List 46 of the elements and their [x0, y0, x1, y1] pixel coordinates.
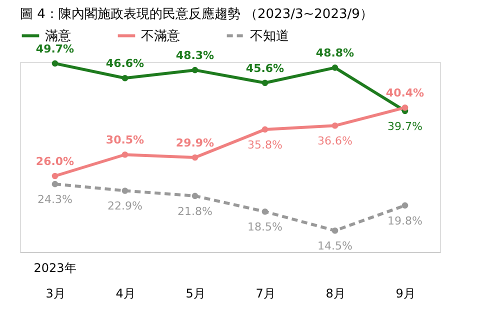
- point: [52, 172, 58, 180]
- text: 2023年: [34, 261, 76, 275]
- data-label: 21.8%: [178, 204, 212, 218]
- x-tick-label: 8月: [326, 286, 346, 300]
- point: [52, 60, 58, 67]
- point: [332, 122, 338, 129]
- point: [402, 104, 408, 111]
- legend-label: 不知道: [250, 28, 289, 44]
- point: [192, 154, 198, 161]
- data-label: 35.8%: [248, 138, 282, 152]
- point: [262, 208, 268, 215]
- point: [122, 188, 128, 194]
- data-label: 29.9%: [176, 136, 214, 150]
- data-label: 24.3%: [38, 193, 72, 206]
- point: [122, 151, 128, 158]
- point: [192, 66, 198, 74]
- data-label: 48.8%: [316, 46, 354, 60]
- x-tick-label: 7月: [256, 286, 276, 300]
- point: [192, 192, 198, 200]
- data-label: 30.5%: [106, 134, 144, 147]
- data-label: 46.6%: [106, 57, 144, 70]
- point: [122, 74, 128, 82]
- x-tick-label: 5月: [186, 286, 206, 300]
- data-label: 39.7%: [388, 120, 422, 133]
- point: [262, 80, 268, 86]
- data-label: 18.5%: [248, 220, 282, 234]
- point: [332, 64, 338, 71]
- data-label: 36.6%: [318, 134, 352, 148]
- x-tick-label: 9月: [396, 286, 416, 300]
- legend-label: 滿意: [45, 28, 71, 44]
- data-label: 22.9%: [108, 200, 142, 213]
- data-label: 19.8%: [388, 214, 422, 228]
- point: [332, 227, 338, 234]
- data-label: 49.7%: [36, 42, 74, 56]
- chart-title: 圖 4：陳內閣施政表現的民意反應趨勢 （2023/3~2023/9）: [20, 7, 373, 22]
- x-tick-label: 4月: [116, 286, 136, 300]
- point: [402, 202, 408, 209]
- point: [262, 126, 268, 133]
- data-label: 48.3%: [176, 49, 214, 62]
- data-label: 40.4%: [386, 86, 424, 100]
- data-label: 26.0%: [36, 155, 74, 168]
- legend-label: 不滿意: [141, 28, 180, 44]
- data-label: 45.6%: [246, 62, 284, 75]
- data-label: 14.5%: [318, 240, 352, 253]
- point: [52, 180, 58, 188]
- x-tick-label: 3月: [46, 286, 66, 300]
